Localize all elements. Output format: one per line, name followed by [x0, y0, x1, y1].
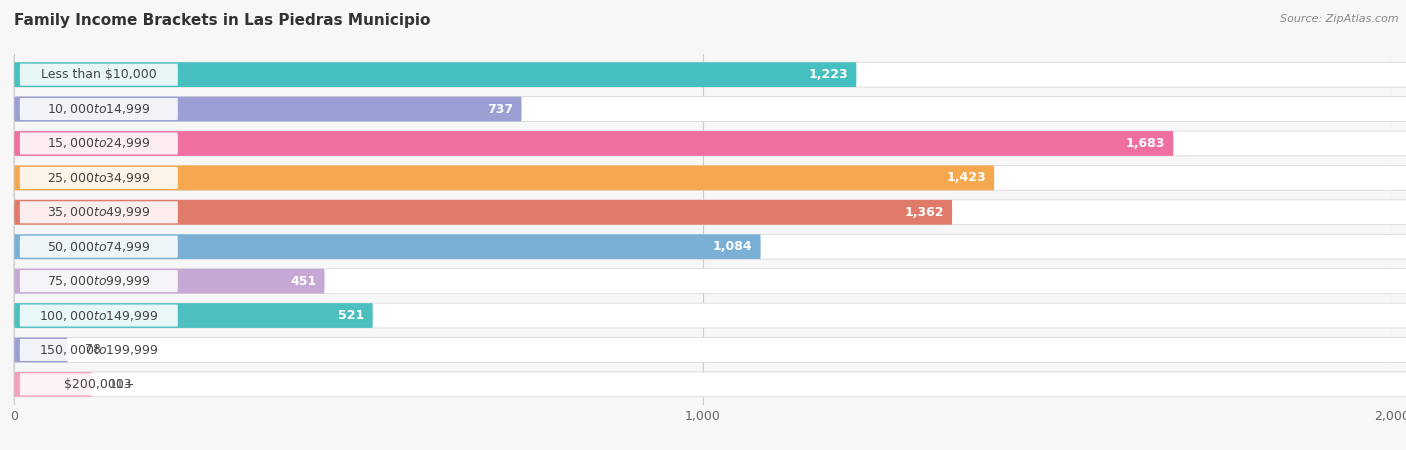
FancyBboxPatch shape	[20, 162, 179, 194]
FancyBboxPatch shape	[20, 334, 179, 366]
FancyBboxPatch shape	[20, 265, 179, 297]
Text: 78: 78	[84, 343, 101, 356]
FancyBboxPatch shape	[14, 263, 325, 299]
FancyBboxPatch shape	[14, 194, 952, 230]
FancyBboxPatch shape	[14, 366, 91, 403]
Text: 1,423: 1,423	[946, 171, 986, 184]
FancyBboxPatch shape	[14, 229, 1406, 265]
FancyBboxPatch shape	[14, 297, 373, 334]
Text: $35,000 to $49,999: $35,000 to $49,999	[46, 205, 150, 219]
FancyBboxPatch shape	[14, 332, 1406, 368]
Text: 113: 113	[110, 378, 132, 391]
Text: $200,000+: $200,000+	[63, 378, 134, 391]
FancyBboxPatch shape	[14, 263, 1406, 299]
FancyBboxPatch shape	[20, 93, 179, 125]
Text: 1,362: 1,362	[904, 206, 945, 219]
FancyBboxPatch shape	[14, 332, 67, 368]
Text: 451: 451	[290, 274, 316, 288]
FancyBboxPatch shape	[14, 125, 1406, 162]
FancyBboxPatch shape	[20, 58, 179, 91]
Text: 1,683: 1,683	[1126, 137, 1166, 150]
FancyBboxPatch shape	[20, 230, 179, 263]
FancyBboxPatch shape	[14, 229, 761, 265]
FancyBboxPatch shape	[14, 91, 1406, 127]
FancyBboxPatch shape	[14, 297, 1406, 334]
FancyBboxPatch shape	[20, 368, 179, 400]
FancyBboxPatch shape	[14, 366, 1406, 403]
Text: $15,000 to $24,999: $15,000 to $24,999	[46, 136, 150, 150]
FancyBboxPatch shape	[14, 125, 1174, 162]
FancyBboxPatch shape	[20, 299, 179, 332]
Text: $150,000 to $199,999: $150,000 to $199,999	[39, 343, 159, 357]
Text: 1,223: 1,223	[808, 68, 848, 81]
FancyBboxPatch shape	[14, 160, 994, 196]
FancyBboxPatch shape	[20, 196, 179, 229]
Text: $50,000 to $74,999: $50,000 to $74,999	[46, 240, 150, 254]
Text: $75,000 to $99,999: $75,000 to $99,999	[46, 274, 150, 288]
Text: Less than $10,000: Less than $10,000	[41, 68, 156, 81]
Text: 1,084: 1,084	[713, 240, 752, 253]
FancyBboxPatch shape	[20, 127, 179, 160]
Text: $100,000 to $149,999: $100,000 to $149,999	[39, 309, 159, 323]
Text: $10,000 to $14,999: $10,000 to $14,999	[46, 102, 150, 116]
FancyBboxPatch shape	[14, 194, 1406, 230]
Text: 521: 521	[339, 309, 364, 322]
Text: Source: ZipAtlas.com: Source: ZipAtlas.com	[1281, 14, 1399, 23]
Text: 737: 737	[488, 103, 513, 116]
FancyBboxPatch shape	[14, 160, 1406, 196]
FancyBboxPatch shape	[14, 56, 1406, 93]
Text: Family Income Brackets in Las Piedras Municipio: Family Income Brackets in Las Piedras Mu…	[14, 14, 430, 28]
FancyBboxPatch shape	[14, 56, 856, 93]
Text: $25,000 to $34,999: $25,000 to $34,999	[46, 171, 150, 185]
FancyBboxPatch shape	[14, 91, 522, 127]
